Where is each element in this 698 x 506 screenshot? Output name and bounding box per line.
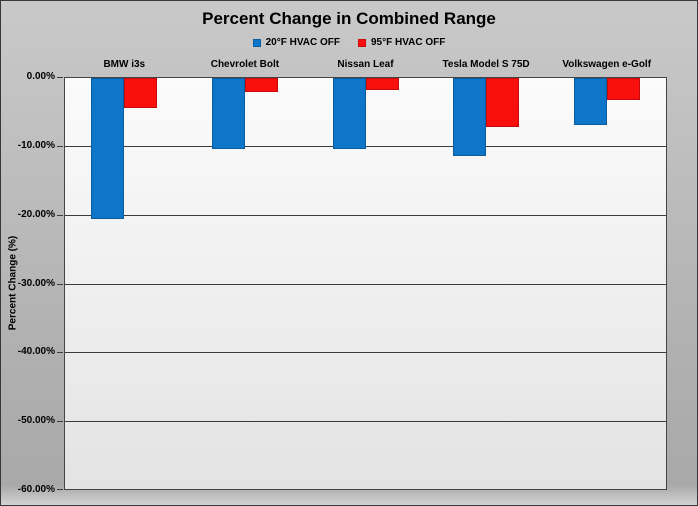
bar-95-f-hvac-off-tesla-model-s-75d — [486, 78, 520, 127]
legend-swatch-95-f-hvac-off — [358, 38, 366, 47]
legend-item-95-f-hvac-off: 95°F HVAC OFF — [358, 37, 445, 48]
y-tick-0.00% — [57, 77, 63, 78]
y-tick--60.00% — [57, 489, 63, 490]
bar-20-f-hvac-off-chevrolet-bolt — [211, 78, 245, 149]
gridline--20.00% — [65, 214, 666, 216]
bar-20-f-hvac-off-volkswagen-e-golf — [573, 78, 607, 125]
legend-label-95-f-hvac-off: 95°F HVAC OFF — [371, 37, 446, 48]
gridline--10.00% — [65, 145, 666, 147]
bar-95-f-hvac-off-nissan-leaf — [365, 78, 399, 91]
category-label-bmw-i3s: BMW i3s — [103, 59, 146, 70]
chart-title: Percent Change in Combined Range — [202, 9, 496, 28]
bar-20-f-hvac-off-bmw-i3s — [91, 78, 125, 220]
y-tick-label--40.00%: -40.00% — [17, 346, 55, 358]
y-tick-label--20.00%: -20.00% — [17, 208, 55, 220]
legend: 20°F HVAC OFF 95°F HVAC OFF — [1, 37, 697, 48]
category-label-volkswagen-e-golf: Volkswagen e-Golf — [562, 59, 652, 70]
legend-item-20-f-hvac-off: 20°F HVAC OFF — [252, 37, 340, 48]
y-tick-label--30.00%: -30.00% — [17, 277, 55, 289]
legend-swatch-20-f-hvac-off — [252, 38, 261, 47]
y-tick-label--60.00%: -60.00% — [17, 484, 55, 495]
gridline--30.00% — [65, 283, 666, 285]
y-tick--10.00% — [57, 145, 63, 147]
bar-20-f-hvac-off-tesla-model-s-75d — [453, 78, 487, 156]
gridline--50.00% — [65, 421, 666, 423]
y-tick--20.00% — [57, 214, 63, 216]
bar-95-f-hvac-off-volkswagen-e-golf — [606, 78, 640, 100]
y-tick-label-0.00%: 0.00% — [26, 71, 55, 82]
legend-label-20-f-hvac-off: 20°F HVAC OFF — [265, 37, 340, 48]
category-label-nissan-leaf: Nissan Leaf — [337, 59, 394, 70]
plot-area — [64, 77, 667, 490]
y-tick-label--50.00%: -50.00% — [17, 415, 55, 427]
category-label-tesla-model-s-75d: Tesla Model S 75D — [442, 59, 530, 70]
category-label-chevrolet-bolt: Chevrolet Bolt — [210, 59, 280, 70]
y-tick--30.00% — [57, 283, 63, 285]
bar-20-f-hvac-off-nissan-leaf — [332, 78, 366, 149]
y-tick-label--10.00%: -10.00% — [17, 139, 55, 151]
bar-95-f-hvac-off-bmw-i3s — [124, 78, 158, 108]
gridline--40.00% — [65, 352, 666, 354]
bar-95-f-hvac-off-chevrolet-bolt — [244, 78, 278, 92]
y-tick--50.00% — [57, 421, 63, 423]
y-tick--40.00% — [57, 352, 63, 354]
